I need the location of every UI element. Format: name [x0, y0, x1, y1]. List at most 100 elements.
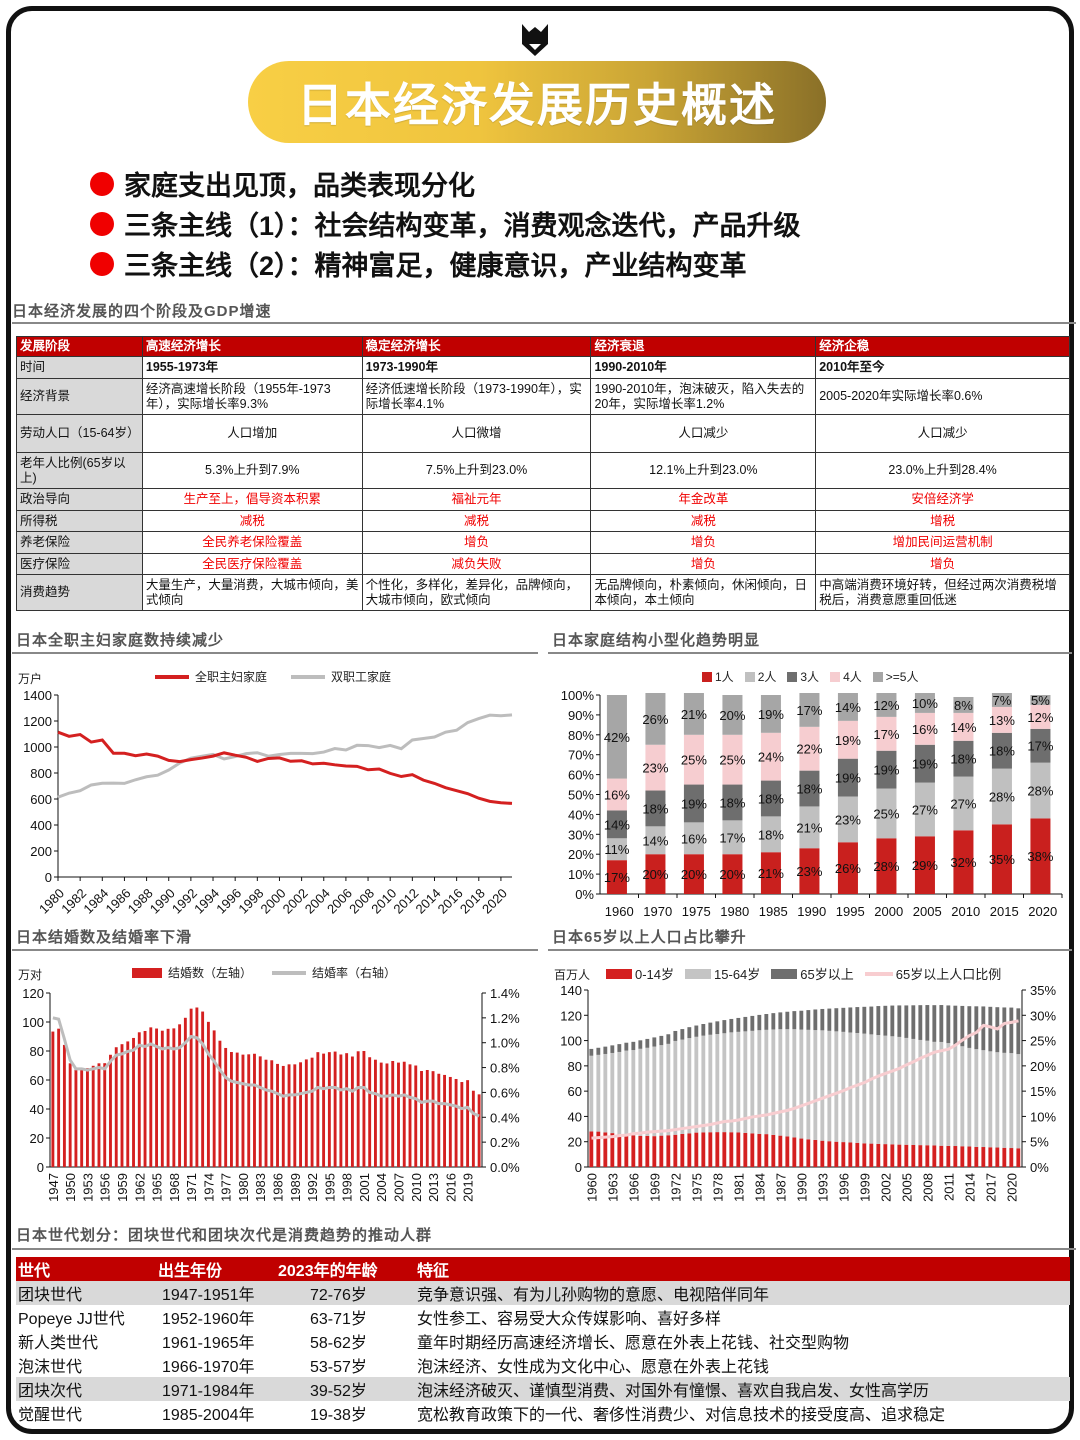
table-cell: 1985-2004年 — [162, 1407, 255, 1424]
divider — [12, 1248, 1076, 1250]
table-cell: 个性化，多样化，差异化，品牌倾向，大城市倾向，欧式倾向 — [361, 574, 592, 611]
table-cell: 7.5%上升到23.0% — [361, 452, 592, 489]
table-cell: 生产至上，倡导资本积累 — [141, 488, 363, 511]
table-cell: 泡沫经济破灭、谨慎型消费、对国外有憧憬、喜欢自我启发、女性高学历 — [415, 1377, 1070, 1401]
table-row: 团块次代 1971-1984年 39-52岁 泡沫经济破灭、谨慎型消费、对国外有憧憬、… — [16, 1377, 1070, 1401]
table-cell: 福祉元年 — [361, 488, 592, 511]
table-cell: 人口减少 — [590, 414, 817, 453]
stages-table: 发展阶段 高速经济增长 稳定经济增长 经济衰退 经济企稳 时间 1955-1973年 1973… — [16, 336, 1070, 611]
legend-label: 全职主妇家庭 — [195, 670, 268, 684]
legend-label: 2人 — [757, 670, 777, 684]
stages-section-title: 日本经济发展的四个阶段及GDP增速 — [12, 303, 272, 320]
chart-title-aging: 日本65岁以上人口占比攀升 — [552, 929, 747, 946]
column-header: 世代 — [16, 1257, 156, 1281]
table-cell: 增负 — [815, 553, 1070, 575]
column-header: 发展阶段 — [16, 336, 143, 357]
table-cell: 增负 — [590, 553, 817, 575]
table-cell: 39-52岁 — [276, 1377, 415, 1401]
legend-label: 1人 — [715, 670, 734, 684]
table-cell: 1971-1984年 — [156, 1377, 276, 1401]
column-header: 出生年份 — [156, 1257, 276, 1281]
table-cell: 增负 — [361, 531, 592, 554]
y-axis-unit: 万户 — [18, 672, 43, 686]
row-label: 养老保险 — [16, 531, 143, 554]
legend-label: 3人 — [800, 670, 820, 684]
legend-swatch — [872, 671, 883, 682]
legend-swatch — [771, 968, 798, 979]
row-label: 经济背景 — [16, 378, 143, 415]
table-cell: 58-62岁 — [310, 1335, 367, 1352]
legend-label: 65岁以上 — [800, 967, 854, 982]
table-cell: 1990-2010年 — [590, 356, 817, 379]
table-row: Popeye JJ世代 1952-1960年 63-71岁 女性参工、容易受大众传媒影… — [16, 1305, 1070, 1329]
table-cell: 新人类世代 — [18, 1335, 99, 1352]
legend: 1人 2人 3人 4人 >=5人 — [702, 668, 918, 685]
table-cell: 泡沫世代 — [18, 1359, 83, 1376]
legend-label: 双职工家庭 — [331, 670, 392, 684]
chart-title-marriage: 日本结婚数及结婚率下滑 — [16, 929, 193, 946]
table-cell: 无品牌倾向，朴素倾向，休闲倾向，日本倾向，本土倾向 — [590, 574, 817, 611]
bullet-dot-icon — [90, 171, 114, 196]
row-label: 劳动人口（15-64岁） — [16, 414, 143, 453]
row-label: 消费趋势 — [16, 574, 143, 611]
table-cell: 人口增加 — [141, 414, 363, 453]
chart-title-household: 日本家庭结构小型化趋势明显 — [552, 632, 761, 649]
legend-swatch — [132, 967, 162, 978]
legend-label: 结婚率（右轴） — [312, 966, 397, 980]
divider — [12, 322, 1076, 324]
table-cell: 女性参工、容易受大众传媒影响、喜好多样 — [417, 1311, 722, 1328]
column-header: 稳定经济增长 — [361, 336, 592, 357]
table-cell: 53-57岁 — [310, 1359, 367, 1376]
table-cell: 2005-2020年实际增长率0.6% — [815, 378, 1070, 415]
legend-label: 结婚数（左轴） — [168, 966, 253, 980]
table-cell: 安倍经济学 — [815, 488, 1070, 511]
table-cell: 5.3%上升到7.9% — [141, 452, 363, 489]
divider — [12, 949, 538, 951]
table-cell: 1955-1973年 — [141, 356, 363, 379]
legend-label: 4人 — [843, 670, 862, 684]
table-cell: 1947-1951年 — [156, 1281, 276, 1305]
y-axis-unit: 百万人 — [554, 968, 591, 982]
fox-head-logo-icon — [522, 24, 548, 56]
legend-swatch — [291, 674, 326, 679]
table-cell: 1961-1965年 — [162, 1335, 255, 1352]
column-header: 2023年的年龄 — [276, 1257, 415, 1281]
legend-label: 15-64岁 — [714, 967, 761, 982]
bullet-item: 三条主线（1）：社会结构变革，消费观念迭代，产品升级 — [90, 204, 801, 243]
legend-swatch — [787, 671, 798, 682]
table-cell: 1966-1970年 — [162, 1359, 255, 1376]
table-cell: 减税 — [361, 510, 592, 532]
chart-title-housewife: 日本全职主妇家庭数持续减少 — [16, 632, 225, 649]
generation-section-title: 日本世代划分：团块世代和团块次代是消费趋势的推动人群 — [16, 1227, 433, 1244]
table-cell: 减税 — [141, 510, 363, 532]
table-cell: 中高端消费环境好转，但经过两次消费税增税后，消费意愿重回低迷 — [815, 574, 1070, 611]
column-header: 经济衰退 — [590, 336, 817, 357]
legend-swatch — [272, 970, 307, 975]
legend-swatch — [830, 671, 841, 682]
table-cell: 2010年至今 — [815, 356, 1070, 379]
generation-table: 世代 出生年份 2023年的年龄 特征 团块世代 1947-1951年 72-76岁 竞争意识… — [16, 1257, 1070, 1425]
bullet-dot-icon — [90, 211, 114, 236]
table-row: 新人类世代 1961-1965年 58-62岁 童年时期经历高速经济增长、愿意在外表上… — [16, 1329, 1070, 1353]
row-label: 所得税 — [16, 510, 143, 532]
table-row: 泡沫世代 1966-1970年 53-57岁 泡沫经济、女性成为文化中心、愿意在外表上… — [16, 1353, 1070, 1377]
table-row: 政治导向 生产至上，倡导资本积累 福祉元年 年金改革 安倍经济学 — [16, 488, 1070, 511]
table-cell: 人口减少 — [815, 414, 1070, 453]
table-cell: 人口微增 — [361, 414, 592, 453]
legend-swatch — [702, 671, 712, 682]
table-cell: 年金改革 — [590, 488, 817, 511]
table-row: 觉醒世代 1985-2004年 19-38岁 宽松教育政策下的一代、奢侈性消费少、对信… — [16, 1401, 1070, 1425]
table-row: 养老保险 全民养老保险覆盖 增负 增负 增加民间运营机制 — [16, 531, 1070, 554]
legend-swatch — [606, 968, 632, 979]
table-cell: 宽松教育政策下的一代、奢侈性消费少、对信息技术的接受度高、追求稳定 — [417, 1407, 946, 1424]
bullet-dot-icon — [90, 251, 114, 276]
divider — [12, 652, 538, 654]
table-header-row: 发展阶段 高速经济增长 稳定经济增长 经济衰退 经济企稳 — [16, 336, 1070, 357]
legend-swatch — [864, 971, 893, 976]
legend-swatch — [685, 968, 712, 979]
table-row: 经济背景 经济高速增长阶段（1955年-1973年），实际增长率9.3% 经济低速增… — [16, 378, 1070, 415]
legend-label: >=5人 — [885, 670, 919, 684]
y-axis-unit: 万对 — [18, 968, 43, 982]
legend: 结婚数（左轴） 结婚率（右轴） — [132, 964, 396, 981]
table-cell: 觉醒世代 — [18, 1407, 83, 1424]
